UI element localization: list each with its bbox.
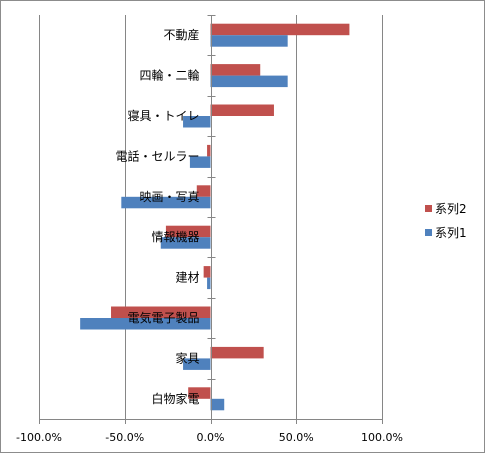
category-label: 不動産 [163, 27, 199, 42]
bar-series1-1 [210, 75, 288, 88]
bars [80, 23, 350, 411]
x-tick-label: -50.0% [105, 431, 144, 444]
bar-series2-7 [111, 306, 211, 318]
tick-labels: -100.0% -50.0% 0.0% 50.0% 100.0% [16, 431, 403, 444]
bar-series1-6 [207, 277, 211, 290]
bar-series2-1 [210, 64, 261, 76]
axes [39, 15, 383, 424]
bar-series1-5 [160, 237, 211, 249]
x-tick-label: -100.0% [16, 431, 62, 444]
bar-series2-0 [210, 23, 350, 36]
category-label: 四輪・二輪 [139, 68, 199, 83]
bar-series2-5 [165, 225, 211, 238]
legend-label-series1: 系列1 [435, 226, 467, 240]
bar-series2-4 [196, 185, 211, 197]
bar-series1-2 [183, 116, 211, 128]
bar-series1-4 [121, 196, 211, 209]
gridlines [39, 15, 383, 419]
legend: 系列2 系列1 [425, 202, 467, 240]
bar-series1-3 [189, 156, 211, 168]
x-tick-label: 100.0% [361, 431, 403, 444]
x-tick-label: 0.0% [197, 431, 225, 444]
legend-swatch-series2 [425, 205, 432, 212]
legend-swatch-series1 [425, 229, 432, 236]
category-label: 電気電子製品 [127, 310, 199, 325]
category-label: 映画・写真 [139, 190, 199, 204]
x-tick-label: 50.0% [279, 431, 314, 444]
bar-series1-0 [210, 35, 288, 47]
bar-series2-3 [207, 144, 211, 157]
category-label: 電話・セルラー [115, 148, 199, 163]
bar-series2-9 [188, 387, 211, 399]
bar-series1-9 [210, 398, 225, 411]
category-label: 白物家電 [151, 391, 199, 406]
bar-series2-6 [203, 266, 211, 278]
category-label: 寝具・トイレ [127, 108, 199, 123]
category-labels: 不動産四輪・二輪寝具・トイレ電話・セルラー映画・写真情報機器建材電気電子製品家具… [115, 27, 199, 406]
category-label: 建材 [175, 271, 199, 285]
category-label: 情報機器 [151, 229, 199, 244]
category-label: 家具 [175, 350, 199, 365]
bar-series1-8 [183, 358, 211, 370]
bar-series2-2 [210, 104, 274, 116]
bar-series2-8 [210, 346, 264, 359]
legend-label-series2: 系列2 [435, 202, 467, 216]
bar-series1-7 [80, 318, 211, 330]
